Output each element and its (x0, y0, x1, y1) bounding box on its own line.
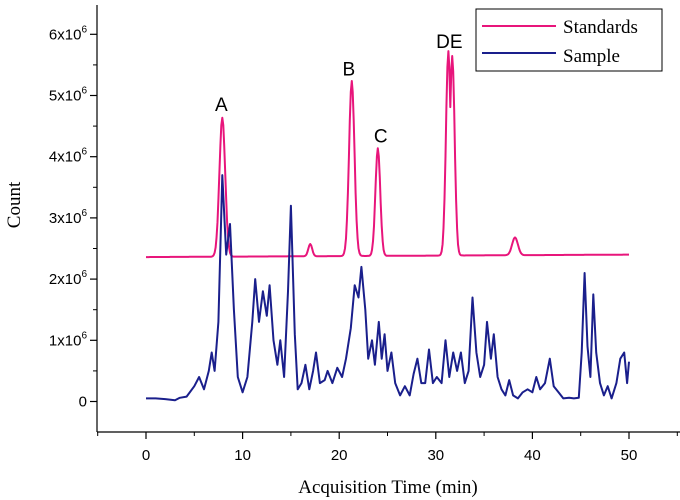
y-tick-label: 3x106 (49, 208, 88, 227)
y-tick-mantissa: 4x10 (49, 149, 82, 166)
series-line-sample (146, 174, 630, 402)
y-tick-label: 0 (79, 394, 87, 411)
peak-label-de: DE (436, 32, 462, 53)
y-tick-exponent: 6 (81, 330, 87, 341)
x-tick-label: 40 (524, 447, 541, 464)
y-tick-label: 6x106 (49, 24, 88, 43)
y-tick-mantissa: 6x10 (49, 26, 82, 43)
legend-label-sample: Sample (563, 46, 620, 67)
y-tick-mantissa: 1x10 (49, 332, 82, 349)
y-tick-exponent: 6 (81, 147, 87, 158)
y-tick-exponent: 6 (81, 269, 87, 280)
legend-box (475, 8, 663, 72)
x-ticks: 0 10 20 30 40 50 (97, 432, 678, 464)
y-tick-label: 4x106 (49, 147, 88, 166)
annotation-layer: A B C DE (215, 32, 463, 148)
y-tick-exponent: 6 (81, 86, 87, 97)
x-tick-label: 50 (621, 447, 638, 464)
legend: Standards Sample (475, 8, 663, 72)
series-layer (146, 50, 630, 402)
y-axis-title: Count (4, 181, 25, 228)
y-tick-mantissa: 2x10 (49, 271, 82, 288)
y-tick-exponent: 6 (81, 24, 87, 35)
y-tick-mantissa: 5x10 (49, 88, 82, 105)
legend-label-standards: Standards (563, 17, 638, 38)
peak-label-a: A (215, 95, 228, 116)
y-tick-label: 1x106 (49, 330, 88, 349)
peak-label-c: C (374, 127, 388, 148)
y-tick-mantissa: 3x10 (49, 210, 82, 227)
y-tick-label: 5x106 (49, 86, 88, 105)
peak-label-b: B (343, 59, 356, 80)
x-tick-label: 10 (234, 447, 251, 464)
x-tick-label: 20 (331, 447, 348, 464)
y-tick-label: 2x106 (49, 269, 88, 288)
series-line-standards (146, 50, 629, 259)
x-tick-label: 0 (142, 447, 150, 464)
x-axis-title: Acquisition Time (min) (298, 477, 477, 498)
x-tick-label: 30 (427, 447, 444, 464)
y-tick-exponent: 6 (81, 208, 87, 219)
y-tick-mantissa: 0 (79, 394, 87, 411)
